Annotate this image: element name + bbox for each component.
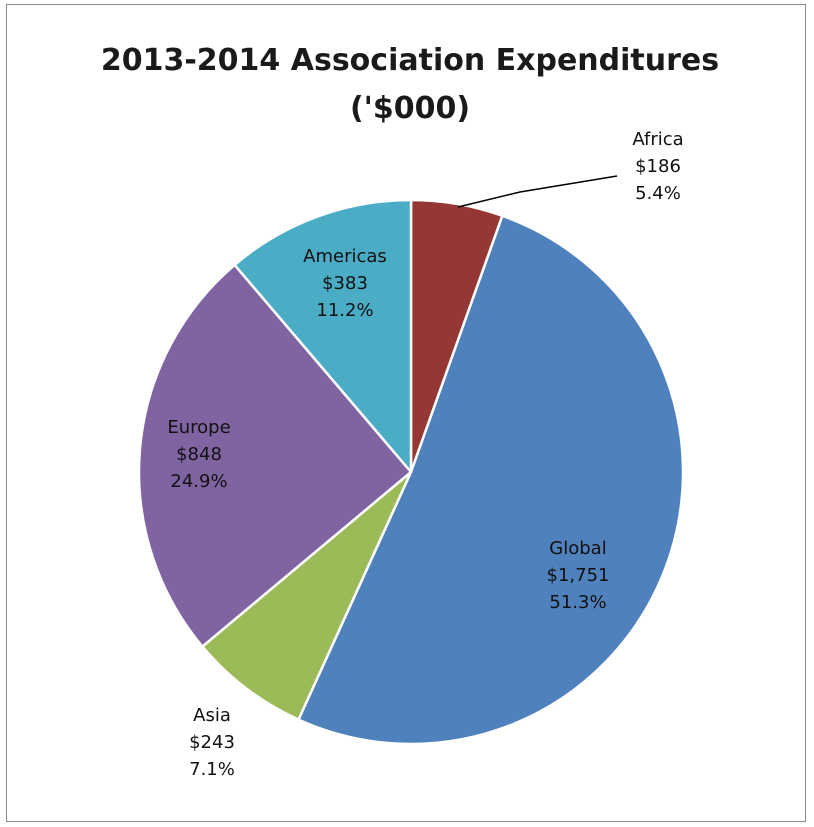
data-label-europe: Europe $848 24.9% — [167, 417, 230, 492]
leader-line-africa — [457, 175, 618, 208]
data-label-africa: Africa $186 5.4% — [632, 129, 683, 204]
data-labels: Africa $186 5.4% Global $1,751 51.3% Asia $243 7… — [167, 129, 683, 780]
pie-slice-americas — [233, 198, 413, 474]
data-label-americas: Americas $383 11.2% — [303, 246, 387, 321]
pie-slices — [137, 198, 685, 746]
pie-slice-asia — [201, 470, 413, 721]
pie-slice-global — [297, 214, 685, 746]
chart-title: 2013-2014 Association Expenditures — [101, 43, 719, 78]
leader-lines — [457, 175, 618, 208]
pie-slice-europe — [137, 263, 413, 648]
chart-subtitle: ('$000) — [350, 91, 470, 126]
data-label-global: Global $1,751 51.3% — [547, 538, 610, 613]
data-label-asia: Asia $243 7.1% — [189, 705, 235, 780]
